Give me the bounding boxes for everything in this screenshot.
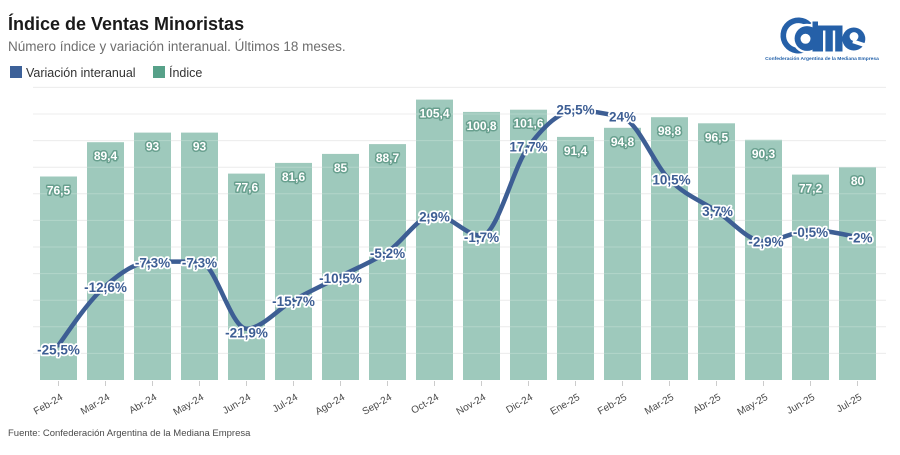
- svg-text:Número índice y variación inte: Número índice y variación interanual. Úl…: [8, 39, 346, 54]
- svg-text:-15,7%: -15,7%: [272, 294, 315, 309]
- svg-text:76,5: 76,5: [47, 184, 71, 198]
- svg-text:24%: 24%: [609, 110, 636, 125]
- svg-text:93: 93: [193, 140, 207, 154]
- svg-text:90,3: 90,3: [752, 147, 776, 161]
- svg-text:3,7%: 3,7%: [702, 204, 733, 219]
- svg-text:Índice de Ventas Minoristas: Índice de Ventas Minoristas: [8, 13, 244, 34]
- svg-text:80: 80: [851, 174, 865, 188]
- svg-text:-5,2%: -5,2%: [370, 246, 405, 261]
- svg-text:81,6: 81,6: [282, 170, 306, 184]
- svg-text:-25,5%: -25,5%: [37, 342, 80, 357]
- svg-text:85: 85: [334, 161, 348, 175]
- svg-text:96,5: 96,5: [705, 130, 729, 144]
- svg-text:100,8: 100,8: [466, 119, 496, 133]
- svg-text:98,8: 98,8: [658, 124, 682, 138]
- svg-text:-21,9%: -21,9%: [225, 326, 268, 341]
- svg-text:-1,7%: -1,7%: [464, 230, 499, 245]
- svg-text:Fuente: Confederación Argentin: Fuente: Confederación Argentina de la Me…: [8, 428, 251, 439]
- svg-text:91,4: 91,4: [564, 144, 588, 158]
- svg-text:77,2: 77,2: [799, 182, 823, 196]
- svg-text:105,4: 105,4: [419, 107, 449, 121]
- svg-text:Variación interanual: Variación interanual: [26, 66, 136, 80]
- svg-text:94,8: 94,8: [611, 135, 635, 149]
- svg-text:25,5%: 25,5%: [556, 103, 594, 118]
- svg-text:2,9%: 2,9%: [419, 210, 450, 225]
- svg-text:10,5%: 10,5%: [652, 173, 690, 188]
- svg-text:Índice: Índice: [169, 65, 202, 80]
- svg-text:93: 93: [146, 140, 160, 154]
- svg-text:-2,9%: -2,9%: [748, 234, 783, 249]
- svg-text:-10,5%: -10,5%: [319, 271, 362, 286]
- svg-text:101,6: 101,6: [513, 117, 543, 131]
- svg-text:-2%: -2%: [848, 231, 872, 246]
- svg-text:-7,3%: -7,3%: [135, 256, 170, 271]
- svg-text:Confederación Argentina de la: Confederación Argentina de la Mediana Em…: [765, 56, 879, 62]
- svg-text:-7,3%: -7,3%: [182, 256, 217, 271]
- svg-text:88,7: 88,7: [376, 151, 400, 165]
- svg-text:17,7%: 17,7%: [509, 140, 547, 155]
- svg-text:-0,5%: -0,5%: [793, 225, 828, 240]
- svg-text:89,4: 89,4: [94, 149, 118, 163]
- svg-text:77,6: 77,6: [235, 181, 259, 195]
- svg-text:-12,6%: -12,6%: [84, 280, 127, 295]
